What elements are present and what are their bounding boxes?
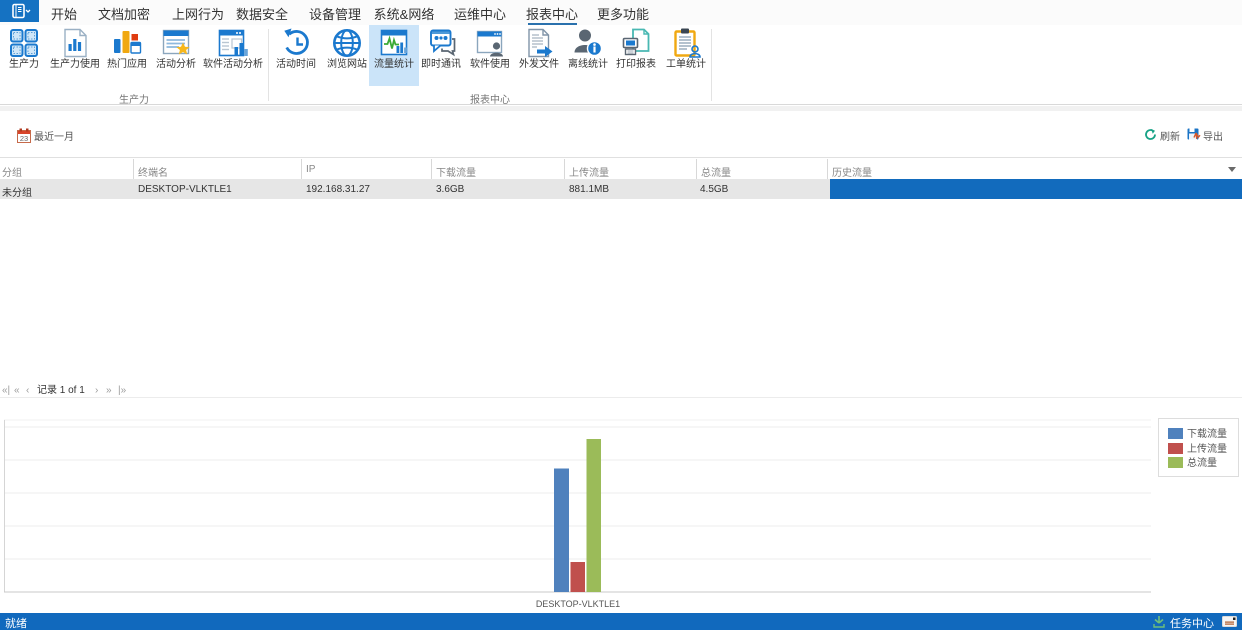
svg-text:上传流量: 上传流量 xyxy=(1187,442,1227,455)
svg-text:23: 23 xyxy=(20,134,28,143)
svg-text:DESKTOP-VLKTLE1: DESKTOP-VLKTLE1 xyxy=(536,599,620,609)
svg-text:下载流量: 下载流量 xyxy=(1187,427,1227,440)
svg-text:总流量: 总流量 xyxy=(1187,456,1217,469)
